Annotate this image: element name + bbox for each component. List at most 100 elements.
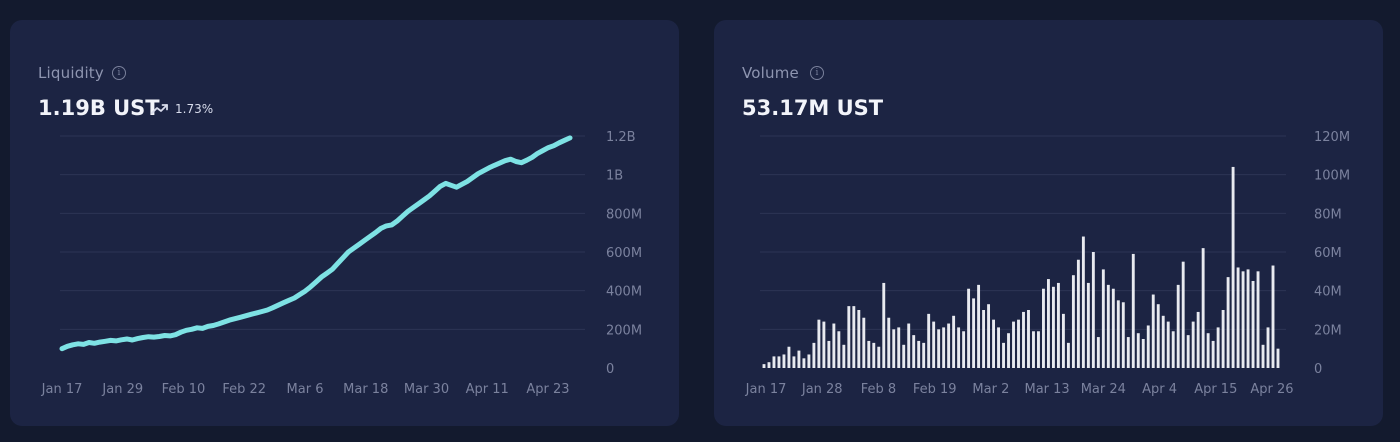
info-circle-icon[interactable]: i bbox=[112, 66, 126, 80]
volume-bar bbox=[797, 350, 801, 368]
volume-bar bbox=[977, 284, 981, 368]
volume-bar bbox=[937, 329, 941, 368]
volume-bar bbox=[1007, 333, 1010, 368]
volume-bar bbox=[952, 315, 956, 368]
volume-bar bbox=[872, 342, 876, 368]
volume-bar bbox=[1261, 344, 1265, 368]
x-tick-label: Apr 23 bbox=[526, 382, 569, 397]
x-tick-label: Feb 10 bbox=[162, 382, 206, 397]
x-tick-label: Apr 15 bbox=[1194, 382, 1237, 397]
volume-bar bbox=[1051, 286, 1055, 368]
volume-bar bbox=[882, 282, 886, 368]
volume-bar bbox=[1191, 321, 1195, 368]
y-tick-label: 800M bbox=[606, 207, 642, 222]
volume-bar bbox=[1171, 331, 1175, 368]
volume-bar bbox=[1012, 321, 1015, 368]
y-tick-label: 100M bbox=[1314, 169, 1350, 184]
volume-bar bbox=[802, 358, 806, 368]
info-circle-icon[interactable]: i bbox=[810, 66, 824, 80]
y-tick-label: 80M bbox=[1314, 207, 1342, 222]
x-tick-label: Apr 11 bbox=[466, 382, 509, 397]
x-tick-label: Mar 2 bbox=[972, 382, 1009, 397]
volume-bar bbox=[1246, 269, 1250, 368]
volume-bar bbox=[862, 317, 866, 368]
volume-bar bbox=[1111, 288, 1115, 368]
volume-bar bbox=[1161, 315, 1165, 368]
volume-bar bbox=[892, 329, 896, 368]
volume-bar bbox=[1106, 284, 1110, 368]
volume-bar bbox=[842, 344, 846, 368]
volume-bar bbox=[1166, 321, 1170, 368]
volume-bar bbox=[1236, 267, 1240, 368]
volume-bar bbox=[1096, 337, 1100, 368]
volume-bar bbox=[1116, 300, 1120, 368]
y-tick-label: 0 bbox=[1314, 362, 1322, 377]
x-tick-label: Mar 13 bbox=[1025, 382, 1070, 397]
volume-bar bbox=[897, 327, 901, 368]
volume-bar bbox=[837, 331, 841, 368]
volume-bar bbox=[1056, 282, 1060, 368]
volume-bar bbox=[867, 340, 871, 368]
volume-bar bbox=[1201, 248, 1205, 368]
x-tick-label: Jan 17 bbox=[41, 382, 83, 397]
volume-bar bbox=[1131, 253, 1135, 368]
y-tick-label: 0 bbox=[606, 362, 614, 377]
volume-bar bbox=[1101, 269, 1105, 368]
volume-bar bbox=[1002, 342, 1005, 368]
volume-bar bbox=[1126, 337, 1130, 368]
volume-bar bbox=[1216, 327, 1220, 368]
volume-bar bbox=[972, 298, 976, 368]
y-tick-label: 20M bbox=[1314, 323, 1342, 338]
volume-bar bbox=[1206, 333, 1210, 368]
volume-bar bbox=[962, 331, 966, 368]
volume-bar bbox=[1076, 259, 1080, 368]
volume-bar bbox=[967, 288, 971, 368]
volume-bar bbox=[1091, 252, 1095, 368]
volume-title: Volume bbox=[742, 64, 799, 82]
volume-bar bbox=[1151, 294, 1155, 368]
volume-bar bbox=[1027, 310, 1030, 368]
volume-card: Volume i 53.17M UST 0 20M 40M 60M 80M 100M 120… bbox=[714, 20, 1383, 426]
volume-bar bbox=[1271, 265, 1275, 368]
volume-bar bbox=[1017, 319, 1020, 368]
volume-bar bbox=[1136, 333, 1140, 368]
volume-bar bbox=[1121, 302, 1125, 368]
x-tick-label: Mar 18 bbox=[343, 382, 388, 397]
volume-bar bbox=[942, 327, 946, 368]
x-tick-label: Mar 6 bbox=[287, 382, 324, 397]
volume-bar bbox=[1251, 281, 1255, 368]
x-tick-label: Apr 26 bbox=[1250, 382, 1293, 397]
volume-bar bbox=[847, 306, 851, 368]
volume-bar bbox=[1086, 282, 1090, 368]
volume-bar bbox=[987, 304, 991, 368]
volume-bar bbox=[1071, 275, 1075, 368]
volume-bar bbox=[887, 317, 891, 368]
x-tick-label: Mar 30 bbox=[404, 382, 449, 397]
volume-bar bbox=[792, 356, 796, 368]
volume-bar bbox=[1241, 271, 1245, 368]
volume-bar bbox=[1042, 288, 1045, 368]
y-tick-label: 1B bbox=[606, 169, 623, 184]
x-tick-label: Feb 19 bbox=[913, 382, 957, 397]
volume-bar bbox=[1211, 340, 1215, 368]
volume-bar bbox=[1047, 279, 1050, 368]
y-tick-label: 200M bbox=[606, 323, 642, 338]
volume-bar bbox=[907, 323, 911, 368]
volume-bar bbox=[957, 327, 961, 368]
volume-bar bbox=[807, 354, 811, 368]
x-tick-label: Feb 8 bbox=[861, 382, 896, 397]
volume-bar bbox=[852, 306, 856, 368]
volume-bar bbox=[777, 356, 781, 368]
liquidity-card: Liquidity i 1.19B UST 1.73% 0 200M 400M 600… bbox=[10, 20, 679, 426]
volume-value: 53.17M UST bbox=[742, 96, 884, 120]
liquidity-title: Liquidity bbox=[38, 64, 104, 82]
volume-bar bbox=[767, 362, 771, 368]
x-tick-label: Mar 24 bbox=[1081, 382, 1126, 397]
volume-bar bbox=[812, 342, 816, 368]
volume-bar bbox=[787, 346, 791, 368]
volume-bar bbox=[1022, 311, 1025, 368]
volume-bar bbox=[1032, 331, 1035, 368]
liquidity-series-line bbox=[59, 135, 573, 352]
volume-bar bbox=[822, 321, 826, 368]
volume-bar bbox=[1276, 348, 1280, 368]
